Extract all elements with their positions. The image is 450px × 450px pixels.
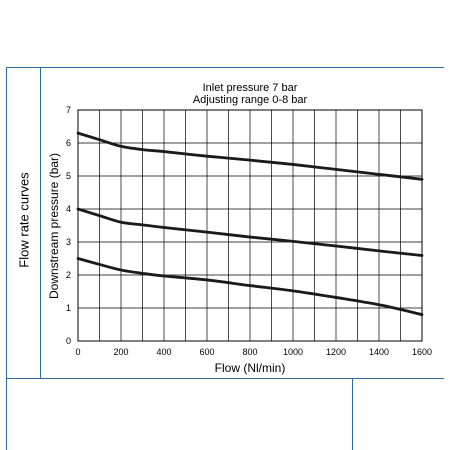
x-tick-label: 800 <box>242 347 257 357</box>
y-tick-label: 7 <box>66 105 71 115</box>
x-tick-label: 1000 <box>283 347 303 357</box>
y-tick-label: 5 <box>66 171 71 181</box>
y-tick-label: 1 <box>66 303 71 313</box>
x-tick-label: 200 <box>113 347 128 357</box>
x-axis-label: Flow (Nl/min) <box>215 361 286 375</box>
flow-curve-2 <box>76 207 424 257</box>
plot-area-border <box>77 109 423 342</box>
chart-grid <box>78 110 422 341</box>
frame-left-rule <box>6 67 7 450</box>
x-tick-label: 400 <box>156 347 171 357</box>
y-tick-label: 0 <box>66 336 71 346</box>
x-tick-labels: 0 200 400 600 800 1000 1200 1400 1600 <box>75 347 432 357</box>
y-tick-label: 4 <box>66 204 71 214</box>
y-tick-label: 3 <box>66 237 71 247</box>
frame-inner-rule <box>40 67 41 378</box>
y-tick-label: 2 <box>66 270 71 280</box>
y-tick-labels: 0 1 2 3 4 5 6 7 <box>66 105 71 346</box>
chart-subtitle: Adjusting range 0-8 bar <box>193 94 308 106</box>
chart-series-group <box>76 131 424 316</box>
frame-top-rule <box>6 67 444 68</box>
flow-curve-3 <box>76 257 424 316</box>
y-tick-label: 6 <box>66 138 71 148</box>
frame-divider <box>352 378 353 450</box>
x-tick-label: 600 <box>199 347 214 357</box>
chart-title: Inlet pressure 7 bar <box>203 82 298 94</box>
frame-bottom-rule <box>6 378 444 379</box>
x-tick-label: 1400 <box>369 347 389 357</box>
y-axis-label: Downstream pressure (bar) <box>47 153 61 299</box>
x-tick-label: 1200 <box>326 347 346 357</box>
x-tick-label: 1600 <box>412 347 432 357</box>
x-tick-label: 0 <box>75 347 80 357</box>
flow-curve-1 <box>76 131 424 181</box>
